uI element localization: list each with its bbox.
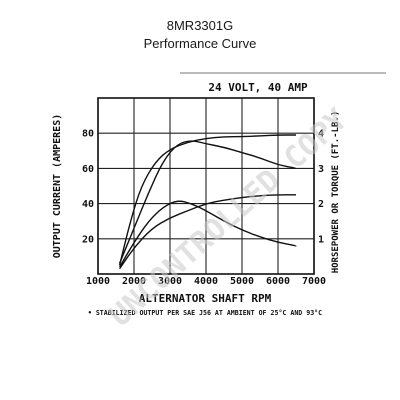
page-title: 8MR3301G — [166, 18, 234, 33]
y-right-axis-label: HORSEPOWER OR TORQUE (FT.-LB.) — [331, 111, 341, 274]
series-line-2 — [119, 194, 296, 270]
y-axis-label: OUTPUT CURRENT (AMPERES) — [52, 114, 63, 259]
x-tick-labels: 1000 2000 3000 4000 5000 6000 7000 — [86, 276, 326, 287]
x-tick-label: 3000 — [158, 276, 182, 287]
x-tick-label: 1000 — [86, 276, 110, 287]
chart-title: 24 VOLT, 40 AMP — [208, 81, 308, 94]
y-tick-label: 80 — [82, 129, 94, 140]
y-tick-labels: 20 40 60 80 — [82, 129, 94, 246]
y-right-tick-label: 2 — [318, 199, 324, 210]
x-tick-label: 6000 — [266, 276, 290, 287]
plot-frame — [97, 97, 315, 275]
y-tick-label: 20 — [82, 234, 94, 245]
y-tick-label: 40 — [82, 199, 94, 210]
right-tick-labels: 1 2 3 4 — [318, 129, 324, 246]
series-line-4 — [118, 200, 297, 268]
footnote: • STABILIZED OUTPUT PER SAE J56 AT AMBIE… — [88, 309, 322, 317]
x-tick-label: 7000 — [302, 276, 326, 287]
series-line-1 — [118, 134, 296, 266]
y-right-tick-label: 3 — [318, 164, 324, 175]
x-tick-label: 2000 — [122, 276, 146, 287]
x-tick-label: 4000 — [194, 276, 218, 287]
y-right-tick-label: 4 — [318, 129, 324, 140]
series-line-3 — [118, 140, 297, 264]
x-axis-label: ALTERNATOR SHAFT RPM — [139, 292, 272, 305]
y-right-tick-label: 1 — [318, 234, 324, 245]
series-group — [118, 134, 297, 270]
y-tick-label: 60 — [82, 164, 94, 175]
x-tick-label: 5000 — [230, 276, 254, 287]
page-subtitle: Performance Curve — [143, 36, 257, 51]
